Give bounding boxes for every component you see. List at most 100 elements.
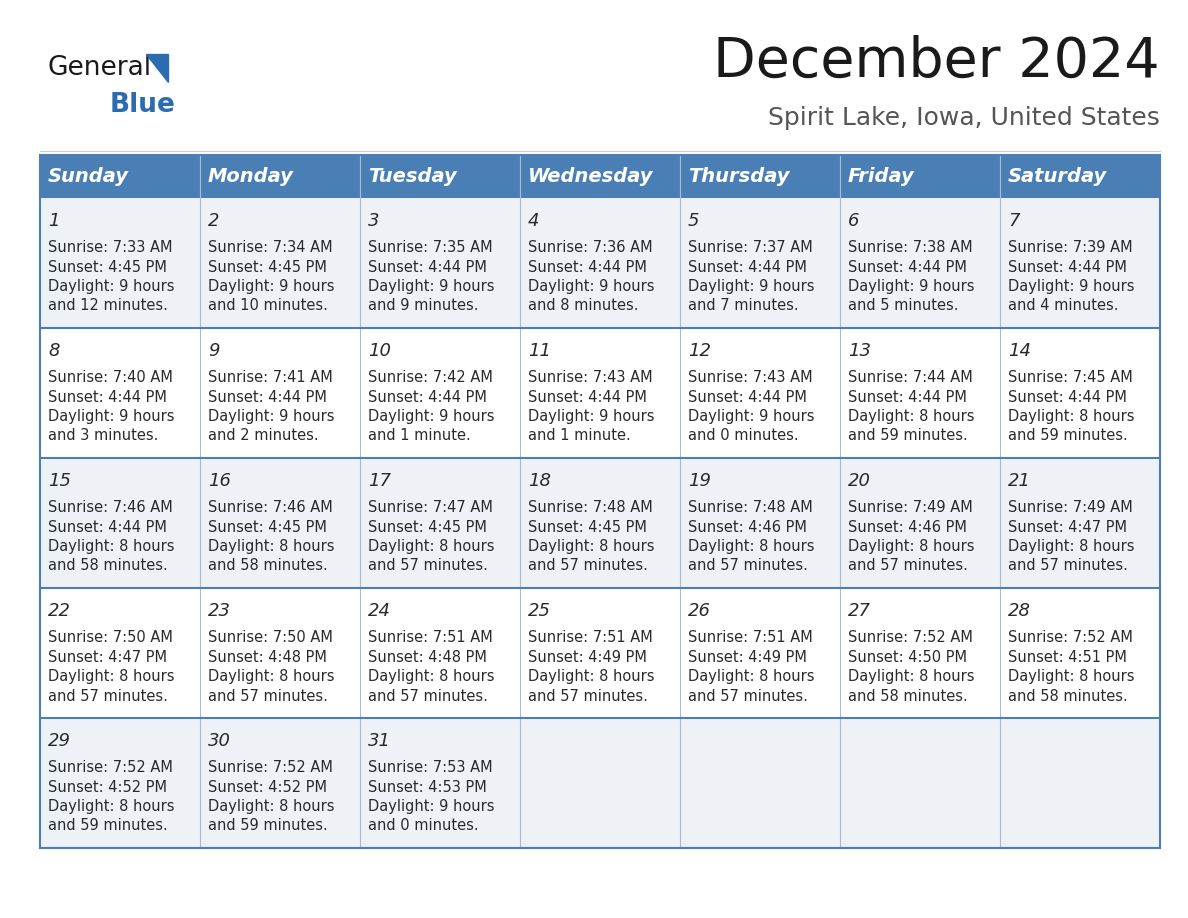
Bar xyxy=(520,198,680,328)
Text: Daylight: 8 hours: Daylight: 8 hours xyxy=(688,539,815,554)
Text: Sunset: 4:44 PM: Sunset: 4:44 PM xyxy=(527,260,647,274)
Text: 8: 8 xyxy=(48,342,59,360)
Bar xyxy=(40,328,200,458)
Text: Sunset: 4:53 PM: Sunset: 4:53 PM xyxy=(368,779,487,794)
Text: and 5 minutes.: and 5 minutes. xyxy=(848,298,959,314)
Text: Sunset: 4:48 PM: Sunset: 4:48 PM xyxy=(368,650,487,665)
Text: Sunrise: 7:38 AM: Sunrise: 7:38 AM xyxy=(848,240,973,255)
Text: and 1 minute.: and 1 minute. xyxy=(527,429,631,443)
Text: Sunset: 4:48 PM: Sunset: 4:48 PM xyxy=(208,650,327,665)
Text: Sunset: 4:44 PM: Sunset: 4:44 PM xyxy=(208,389,327,405)
Text: Daylight: 8 hours: Daylight: 8 hours xyxy=(208,539,335,554)
Text: Daylight: 8 hours: Daylight: 8 hours xyxy=(848,539,974,554)
Bar xyxy=(40,198,200,328)
Text: Sunset: 4:45 PM: Sunset: 4:45 PM xyxy=(368,520,487,534)
Text: Sunrise: 7:47 AM: Sunrise: 7:47 AM xyxy=(368,500,493,515)
Bar xyxy=(200,588,360,718)
Text: Sunrise: 7:51 AM: Sunrise: 7:51 AM xyxy=(527,630,652,645)
Text: Daylight: 8 hours: Daylight: 8 hours xyxy=(1007,669,1135,684)
Text: Sunset: 4:44 PM: Sunset: 4:44 PM xyxy=(688,389,807,405)
Bar xyxy=(40,155,200,198)
Text: Sunset: 4:44 PM: Sunset: 4:44 PM xyxy=(368,389,487,405)
Bar xyxy=(200,155,360,198)
Text: and 57 minutes.: and 57 minutes. xyxy=(208,688,328,703)
Text: Sunrise: 7:48 AM: Sunrise: 7:48 AM xyxy=(688,500,813,515)
Text: and 58 minutes.: and 58 minutes. xyxy=(1007,688,1127,703)
Text: Sunrise: 7:33 AM: Sunrise: 7:33 AM xyxy=(48,240,172,255)
Text: 23: 23 xyxy=(208,602,230,620)
Text: 19: 19 xyxy=(688,472,710,490)
Bar xyxy=(200,328,360,458)
Bar xyxy=(1000,198,1159,328)
Text: Sunrise: 7:53 AM: Sunrise: 7:53 AM xyxy=(368,760,493,775)
Text: Spirit Lake, Iowa, United States: Spirit Lake, Iowa, United States xyxy=(769,106,1159,130)
Text: Friday: Friday xyxy=(848,167,915,186)
Text: Daylight: 9 hours: Daylight: 9 hours xyxy=(688,409,815,424)
Bar xyxy=(520,458,680,588)
Text: Sunrise: 7:40 AM: Sunrise: 7:40 AM xyxy=(48,370,173,385)
Text: Daylight: 8 hours: Daylight: 8 hours xyxy=(848,409,974,424)
Text: Sunrise: 7:42 AM: Sunrise: 7:42 AM xyxy=(368,370,493,385)
Text: 9: 9 xyxy=(208,342,220,360)
Bar xyxy=(1000,328,1159,458)
Text: Sunset: 4:47 PM: Sunset: 4:47 PM xyxy=(1007,520,1127,534)
Text: and 57 minutes.: and 57 minutes. xyxy=(848,558,968,574)
Text: Sunset: 4:44 PM: Sunset: 4:44 PM xyxy=(48,389,166,405)
Bar xyxy=(360,328,520,458)
Text: and 59 minutes.: and 59 minutes. xyxy=(1007,429,1127,443)
Bar xyxy=(1000,458,1159,588)
Text: Daylight: 9 hours: Daylight: 9 hours xyxy=(208,279,335,294)
Text: and 1 minute.: and 1 minute. xyxy=(368,429,470,443)
Text: Daylight: 8 hours: Daylight: 8 hours xyxy=(688,669,815,684)
Bar xyxy=(40,155,1159,848)
Text: Sunset: 4:50 PM: Sunset: 4:50 PM xyxy=(848,650,967,665)
Text: and 57 minutes.: and 57 minutes. xyxy=(527,688,647,703)
Text: 6: 6 xyxy=(848,212,859,230)
Text: Sunrise: 7:46 AM: Sunrise: 7:46 AM xyxy=(48,500,172,515)
Text: Sunset: 4:44 PM: Sunset: 4:44 PM xyxy=(48,520,166,534)
Text: Sunrise: 7:52 AM: Sunrise: 7:52 AM xyxy=(848,630,973,645)
Bar xyxy=(840,328,1000,458)
Text: 10: 10 xyxy=(368,342,391,360)
Text: Daylight: 8 hours: Daylight: 8 hours xyxy=(208,799,335,814)
Bar xyxy=(840,198,1000,328)
Text: Sunset: 4:47 PM: Sunset: 4:47 PM xyxy=(48,650,168,665)
Text: Sunrise: 7:43 AM: Sunrise: 7:43 AM xyxy=(688,370,813,385)
Text: 4: 4 xyxy=(527,212,539,230)
Text: Sunset: 4:45 PM: Sunset: 4:45 PM xyxy=(208,520,327,534)
Text: and 58 minutes.: and 58 minutes. xyxy=(208,558,328,574)
Text: and 3 minutes.: and 3 minutes. xyxy=(48,429,158,443)
Text: and 8 minutes.: and 8 minutes. xyxy=(527,298,638,314)
Text: and 2 minutes.: and 2 minutes. xyxy=(208,429,318,443)
Text: Sunset: 4:44 PM: Sunset: 4:44 PM xyxy=(1007,260,1127,274)
Text: Sunset: 4:49 PM: Sunset: 4:49 PM xyxy=(688,650,807,665)
Text: Daylight: 8 hours: Daylight: 8 hours xyxy=(1007,409,1135,424)
Text: and 59 minutes.: and 59 minutes. xyxy=(48,819,168,834)
Text: Sunrise: 7:41 AM: Sunrise: 7:41 AM xyxy=(208,370,333,385)
Text: 24: 24 xyxy=(368,602,391,620)
Text: Tuesday: Tuesday xyxy=(368,167,456,186)
Text: Sunset: 4:45 PM: Sunset: 4:45 PM xyxy=(48,260,166,274)
Text: 5: 5 xyxy=(688,212,700,230)
Text: Sunset: 4:44 PM: Sunset: 4:44 PM xyxy=(1007,389,1127,405)
Text: 29: 29 xyxy=(48,732,71,750)
Text: Sunrise: 7:37 AM: Sunrise: 7:37 AM xyxy=(688,240,813,255)
Text: Daylight: 8 hours: Daylight: 8 hours xyxy=(368,669,494,684)
Bar xyxy=(680,328,840,458)
Text: Sunset: 4:46 PM: Sunset: 4:46 PM xyxy=(688,520,807,534)
Text: Daylight: 9 hours: Daylight: 9 hours xyxy=(48,409,175,424)
Text: 15: 15 xyxy=(48,472,71,490)
Text: Sunrise: 7:50 AM: Sunrise: 7:50 AM xyxy=(48,630,173,645)
Text: Daylight: 9 hours: Daylight: 9 hours xyxy=(368,279,494,294)
Text: Sunrise: 7:35 AM: Sunrise: 7:35 AM xyxy=(368,240,493,255)
Text: Sunrise: 7:52 AM: Sunrise: 7:52 AM xyxy=(1007,630,1133,645)
Text: Sunrise: 7:49 AM: Sunrise: 7:49 AM xyxy=(1007,500,1132,515)
Text: 14: 14 xyxy=(1007,342,1031,360)
Polygon shape xyxy=(146,54,168,82)
Text: Sunset: 4:52 PM: Sunset: 4:52 PM xyxy=(208,779,327,794)
Text: Sunset: 4:44 PM: Sunset: 4:44 PM xyxy=(368,260,487,274)
Text: Daylight: 9 hours: Daylight: 9 hours xyxy=(688,279,815,294)
Text: 28: 28 xyxy=(1007,602,1031,620)
Text: Sunset: 4:51 PM: Sunset: 4:51 PM xyxy=(1007,650,1127,665)
Bar xyxy=(40,588,200,718)
